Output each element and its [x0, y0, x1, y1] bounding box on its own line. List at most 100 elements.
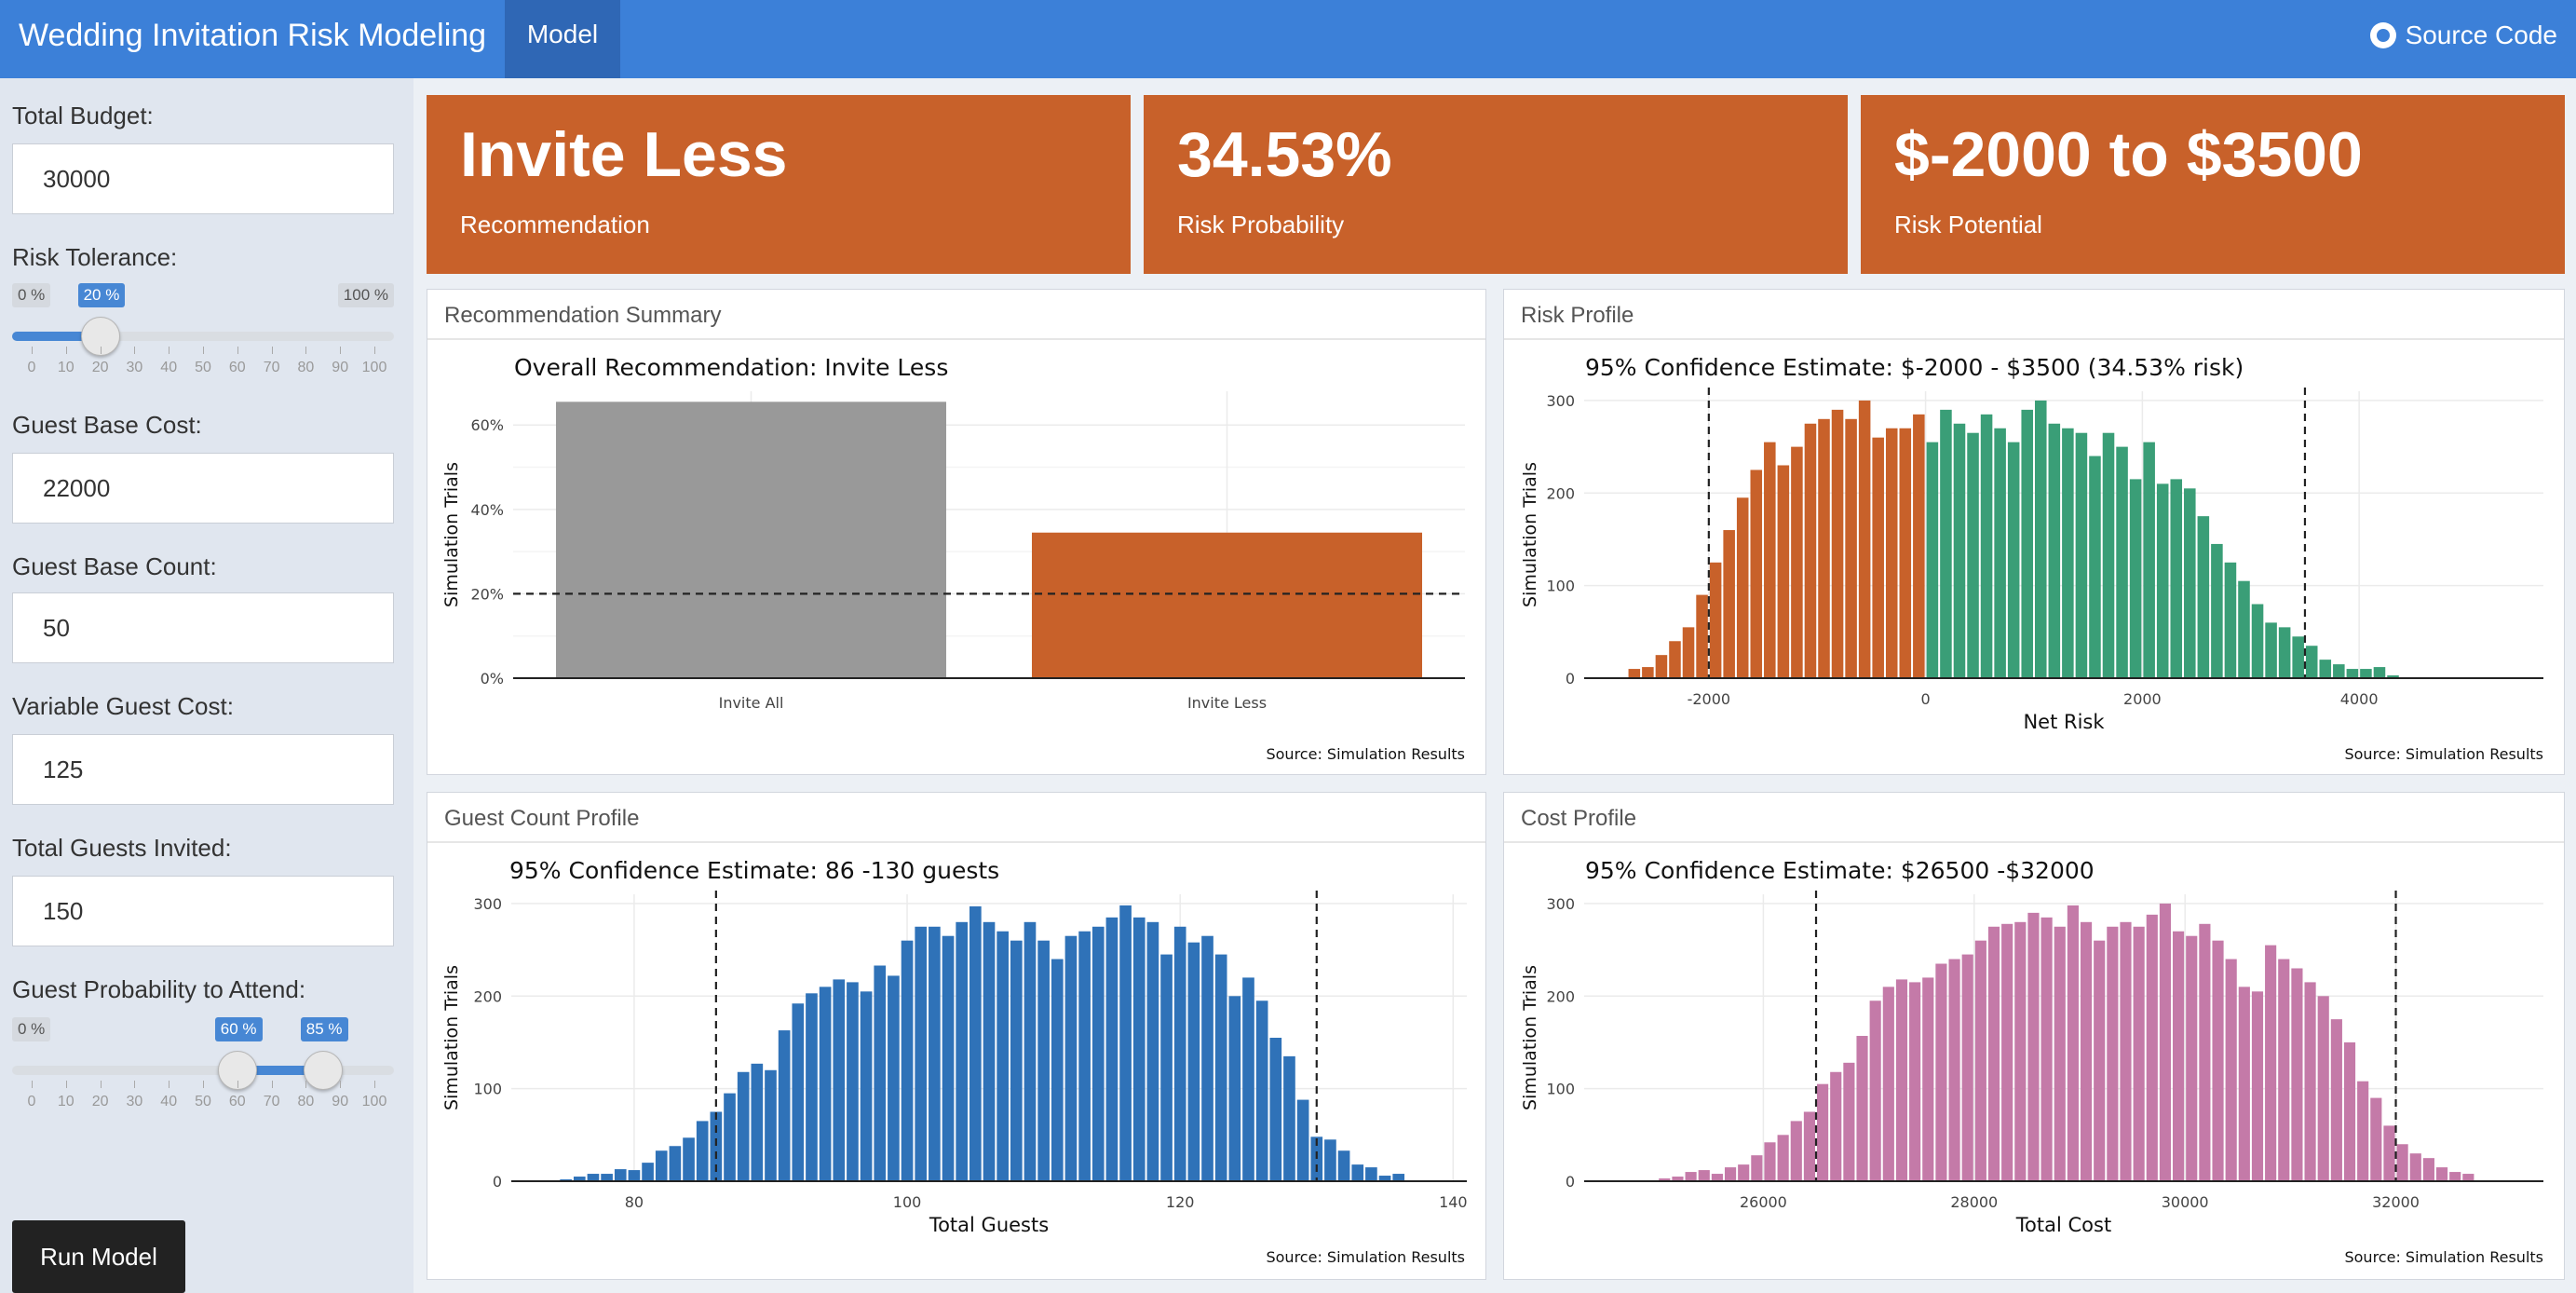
histogram-bar [1885, 428, 1898, 678]
run-model-button[interactable]: Run Model [12, 1220, 185, 1293]
histogram-bar [1791, 446, 1803, 678]
histogram-bar [1037, 940, 1050, 1181]
source-caption: Source: Simulation Results [1266, 1248, 1465, 1266]
histogram-bar [2129, 479, 2142, 678]
histogram-bar [1078, 931, 1091, 1181]
y-tick-label: 60% [470, 416, 504, 434]
histogram-bar [888, 975, 900, 1181]
guest-count-chart: 0 100 200 300 80 100 120 140 95% Confidence Esti… [441, 857, 1468, 1266]
histogram-bar [2357, 1081, 2369, 1181]
histogram-bar [1899, 428, 1912, 678]
slider-fill [237, 1066, 323, 1075]
chart-title: 95% Confidence Estimate: 86 -130 guests [509, 857, 999, 884]
slider-tick [32, 347, 33, 354]
guest-base-count-input[interactable] [12, 592, 394, 663]
y-tick-label: 100 [473, 1081, 502, 1098]
histogram-bar [1160, 954, 1173, 1181]
histogram-bar [1242, 977, 1254, 1181]
histogram-bar [2159, 903, 2172, 1181]
histogram-bar [1953, 423, 1966, 678]
slider-ticks: 0 10 20 30 40 50 60 70 80 90 100 [12, 1081, 394, 1118]
histogram-bar [1685, 1172, 1697, 1181]
histogram-bar [792, 1003, 805, 1181]
slider-tick [65, 347, 67, 354]
histogram-bar [2304, 982, 2316, 1181]
histogram-bar [874, 965, 887, 1181]
y-tick-label: 0% [481, 670, 504, 687]
histogram-bar [2330, 1019, 2342, 1181]
slider-tick-label: 0 [27, 1094, 36, 1109]
histogram-bar [2186, 935, 2198, 1181]
risk-profile-chart: 0 100 200 300 -2000 0 2000 4000 95% Confidence E… [1520, 354, 2543, 763]
histogram-bar [1736, 497, 1749, 678]
histogram-bar [778, 1030, 791, 1181]
histogram-bar [1659, 1178, 1671, 1181]
histogram-bar [860, 991, 873, 1181]
histogram-bar [1764, 1142, 1776, 1181]
slider-low-label: 60 % [214, 1017, 263, 1041]
panel-header: Recommendation Summary [427, 290, 1485, 340]
total-guests-invited-input[interactable] [12, 876, 394, 946]
total-budget-label: Total Budget: [12, 102, 154, 129]
histogram-bar [1310, 1136, 1323, 1181]
histogram-bar [1283, 1055, 1295, 1181]
histogram-bar [724, 1093, 736, 1181]
histogram-bar [1214, 954, 1227, 1181]
slider-tick-label: 70 [263, 360, 280, 375]
histogram-bar [1669, 641, 1681, 678]
chart-title: 95% Confidence Estimate: $-2000 - $3500 … [1585, 354, 2244, 381]
x-tick-label: 30000 [2162, 1193, 2209, 1211]
slider-track[interactable] [12, 332, 394, 341]
histogram-bar [1064, 935, 1078, 1181]
histogram-bar [696, 1121, 709, 1181]
source-code-link[interactable]: Source Code [2369, 17, 2557, 54]
total-budget-input[interactable] [12, 143, 394, 214]
y-tick-label: 0 [493, 1173, 502, 1191]
slider-tick [203, 347, 204, 354]
histogram-bar [956, 921, 969, 1181]
panel-title: Recommendation Summary [444, 303, 722, 328]
histogram-bar [1948, 959, 1960, 1181]
histogram-bar [2173, 931, 2185, 1181]
slider-tick [271, 1081, 273, 1088]
slider-tick [237, 1081, 238, 1088]
risk-probability-value-box: 34.53% Risk Probability [1144, 95, 1848, 274]
slider-tick-label: 70 [263, 1094, 280, 1109]
histogram-bar [1843, 1062, 1855, 1181]
histogram-bar [2156, 483, 2169, 678]
slider-tick-label: 60 [228, 360, 246, 375]
slider-low-handle[interactable] [217, 1051, 257, 1090]
slider-min-label: 0 % [12, 283, 51, 307]
slider-track[interactable] [12, 1066, 394, 1075]
slider-high-handle[interactable] [303, 1051, 343, 1090]
x-tick-label: 120 [1166, 1193, 1195, 1211]
y-tick-label: 100 [1546, 578, 1575, 595]
guest-base-cost-input[interactable] [12, 453, 394, 524]
histogram-bar [2184, 488, 2196, 678]
histogram-bar [2346, 669, 2359, 678]
chart-title: 95% Confidence Estimate: $26500 -$32000 [1585, 857, 2095, 884]
tab-model[interactable]: Model [505, 0, 620, 78]
guest-probability-slider[interactable]: 0 % 60 % 85 % 0 10 20 30 40 50 60 70 80 90 100 [12, 1017, 394, 1120]
total-guests-invited-label: Total Guests Invited: [12, 834, 232, 862]
histogram-bar [2251, 604, 2264, 678]
histogram-bar [2211, 543, 2223, 678]
slider-value-label: 20 % [77, 283, 126, 307]
histogram-bar [1709, 562, 1722, 678]
source-caption: Source: Simulation Results [2344, 745, 2543, 763]
histogram-bar [2422, 1158, 2434, 1181]
risk-tolerance-slider[interactable]: 0 % 100 % 20 % 0 10 20 30 40 50 60 70 80 90 100 [12, 283, 394, 386]
histogram-bar [1751, 1155, 1763, 1181]
histogram-bar [2170, 479, 2183, 678]
recommendation-value: Invite Less [460, 119, 788, 190]
histogram-bar [642, 1163, 654, 1181]
histogram-bar [1750, 470, 1763, 678]
histogram-bar [1173, 926, 1186, 1181]
histogram-bar [2278, 627, 2291, 678]
variable-guest-cost-input[interactable] [12, 734, 394, 805]
slider-tick-label: 30 [126, 1094, 143, 1109]
histogram-bar [2094, 940, 2106, 1181]
histogram-bar [2449, 1172, 2461, 1181]
histogram-bar [1642, 667, 1654, 678]
y-tick-label: 100 [1546, 1081, 1575, 1098]
